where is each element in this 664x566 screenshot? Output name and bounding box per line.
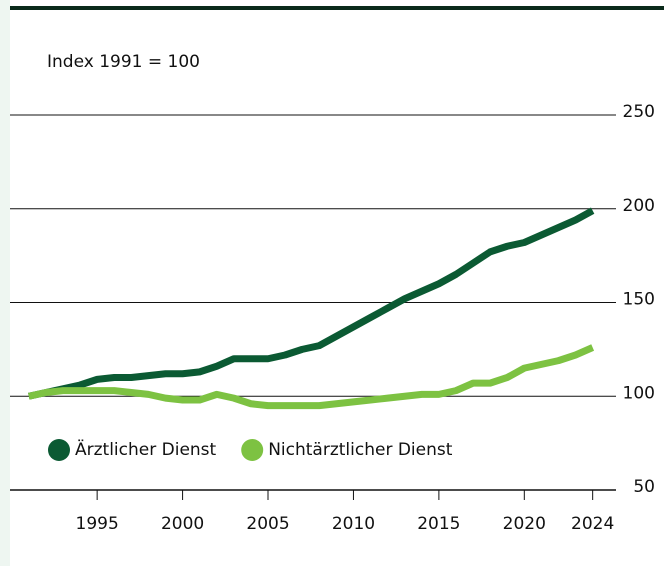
legend-label: Nichtärztlicher Dienst	[268, 440, 453, 460]
top-area	[10, 0, 664, 10]
series-line	[28, 344, 595, 410]
x-tick-label: 2010	[332, 514, 375, 534]
side-strip	[0, 0, 10, 566]
x-tick-label: 2020	[503, 514, 546, 534]
legend-marker	[241, 439, 264, 461]
y-tick-label: 250	[623, 102, 655, 122]
legend-label: Ärztlicher Dienst	[75, 439, 217, 460]
x-tick-label: 2000	[161, 514, 204, 534]
y-axis-label: Index 1991 = 100	[47, 52, 200, 72]
y-tick-label: 200	[623, 196, 655, 216]
x-tick-label: 1995	[76, 514, 119, 534]
series-line	[28, 207, 595, 400]
x-tick-label: 2015	[417, 514, 460, 534]
y-tick-label: 50	[633, 477, 655, 497]
y-tick-label: 100	[623, 383, 655, 403]
x-tick-label: 2024	[571, 514, 614, 534]
legend-marker	[48, 439, 70, 461]
x-tick-label: 2005	[246, 514, 289, 534]
y-tick-label: 150	[623, 290, 655, 310]
